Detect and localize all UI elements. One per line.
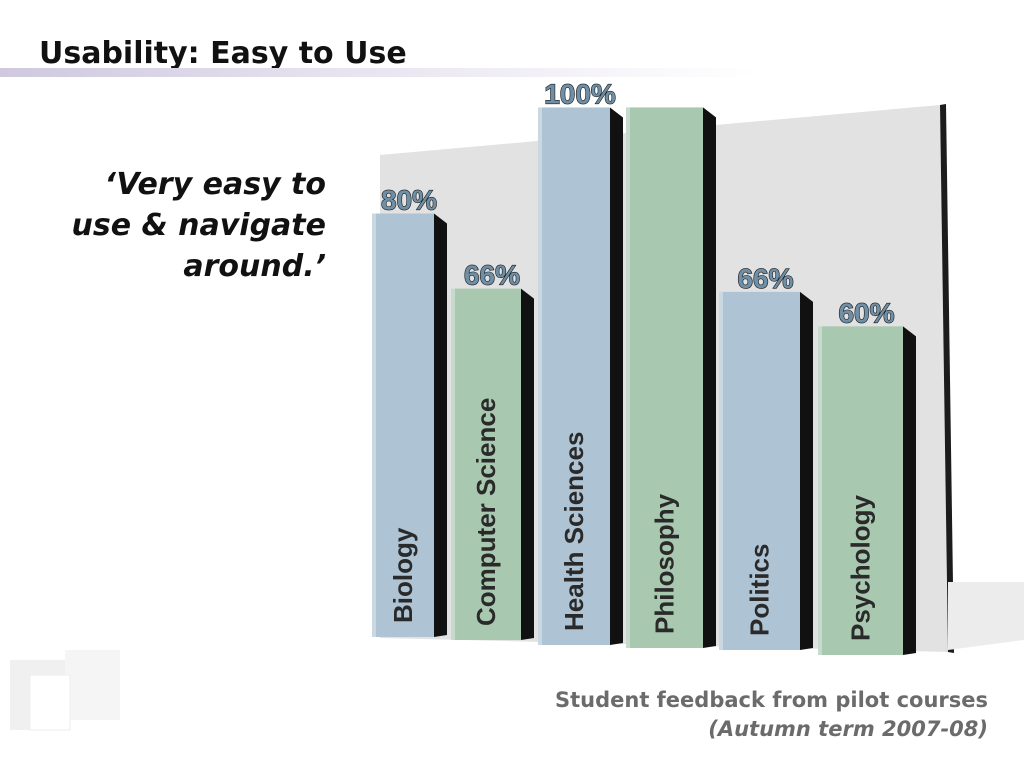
chart-bars: Biology 80% Computer Science 66% Health Scie…: [372, 78, 916, 655]
bar-value-label: 60%: [838, 297, 894, 328]
bar-front: [372, 213, 434, 637]
bar-politics: Politics 66%: [719, 262, 813, 650]
bar-side: [521, 288, 534, 640]
bar-category-label: Biology: [388, 527, 418, 623]
feedback-quote: ‘Very easy to use & navigate around.’: [71, 167, 326, 284]
caption-line-1: Student feedback from pilot courses: [554, 688, 988, 712]
bar-value-label: 66%: [737, 263, 793, 294]
bar-front: [451, 288, 521, 640]
chart-caption: Student feedback from pilot courses (Aut…: [555, 686, 988, 744]
bar-health-sciences: Health Sciences 100%: [538, 78, 623, 645]
bar-side: [610, 107, 623, 645]
decorative-cube-logo: [10, 650, 120, 731]
bar-philosophy: Philosophy: [626, 107, 716, 648]
bar-highlight: [451, 288, 455, 640]
chart-wall-edge: [940, 104, 954, 653]
bar-front: [719, 291, 800, 650]
bar-biology: Biology 80%: [372, 184, 447, 637]
bar-side: [903, 326, 916, 655]
bar-psychology: Psychology 60%: [818, 297, 916, 655]
bar-highlight: [626, 107, 630, 648]
bar-value-label: 80%: [381, 184, 437, 215]
chart-floor: [948, 582, 1024, 650]
bar-highlight: [818, 326, 822, 655]
caption-line-2: (Autumn term 2007-08): [708, 717, 988, 741]
bar-highlight: [538, 107, 542, 645]
title-underline: [0, 68, 760, 77]
bar-front: [818, 326, 903, 655]
bar-value-label: 100%: [544, 78, 616, 109]
bar-category-label: Politics: [745, 544, 775, 636]
bar-highlight: [372, 213, 376, 637]
bar-computer-science: Computer Science 66%: [451, 259, 534, 640]
bar-highlight: [719, 291, 723, 650]
bar-category-label: Philosophy: [650, 493, 680, 634]
bar-category-label: Psychology: [846, 495, 876, 641]
bar-side: [703, 107, 716, 648]
bar-front: [538, 107, 610, 645]
bar-category-label: Health Sciences: [559, 432, 589, 631]
slide-title: Usability: Easy to Use: [39, 36, 407, 71]
bar-side: [434, 213, 447, 637]
bar-side: [800, 291, 813, 650]
bar-front: [626, 107, 703, 648]
bar-value-label: 66%: [464, 260, 520, 291]
bar-category-label: Computer Science: [471, 398, 501, 626]
